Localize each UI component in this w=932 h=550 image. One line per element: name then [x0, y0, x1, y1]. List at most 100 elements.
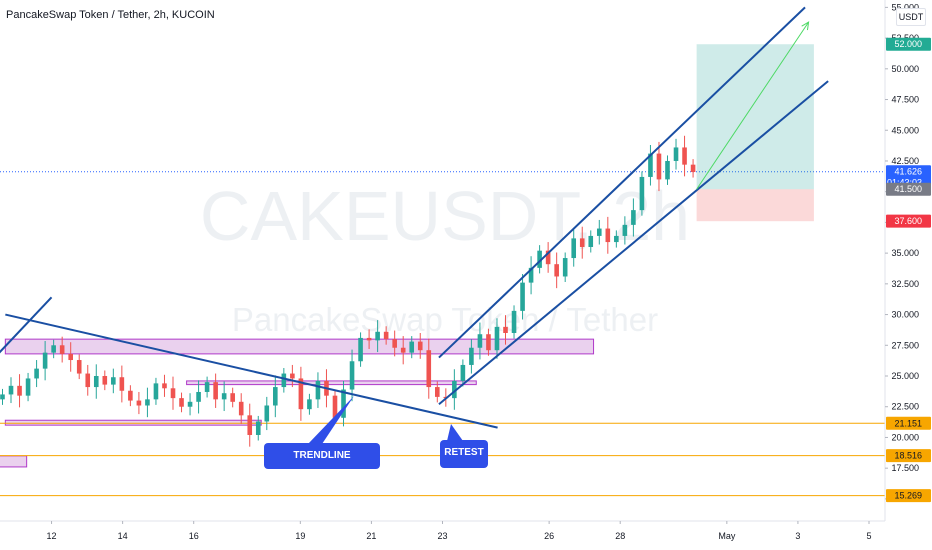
candle-body	[298, 378, 304, 410]
trendline-breakout-label: TRENDLINE BREAKOUT	[264, 443, 380, 487]
stop-zone[interactable]	[696, 189, 814, 222]
candle-body	[128, 390, 133, 401]
candle-body	[187, 401, 193, 407]
price-tag: 18.516	[886, 449, 931, 463]
candle-body	[170, 388, 176, 399]
candle-body	[51, 345, 56, 353]
candle-body	[579, 238, 585, 247]
price-tag: 41.500	[886, 182, 931, 196]
candle-body	[673, 147, 679, 161]
price-tick-label: 22.500	[891, 402, 919, 412]
position-tool[interactable]	[696, 44, 814, 222]
candle-body	[315, 380, 321, 400]
candle-body	[162, 383, 167, 389]
candle-body	[255, 421, 261, 435]
price-tag-bg	[886, 449, 931, 463]
profit-zone[interactable]	[696, 44, 814, 190]
candle-body	[435, 387, 440, 397]
price-tag-bg	[886, 489, 931, 503]
trendline[interactable]	[5, 313, 498, 429]
currency-selector[interactable]: USDT	[896, 8, 926, 26]
candle-body	[366, 337, 372, 341]
watermark-name: PancakeSwap Token / Tether	[232, 301, 658, 338]
candle-body	[273, 387, 278, 406]
supply-demand-zone[interactable]	[0, 455, 28, 468]
time-tick-label: 23	[437, 531, 447, 541]
time-tick-label: 16	[189, 531, 199, 541]
candle-body	[349, 361, 355, 390]
candle-body	[93, 376, 99, 388]
candle-body	[426, 350, 432, 388]
candle-body	[537, 250, 542, 268]
supply-demand-zone[interactable]	[186, 380, 477, 386]
candle-body	[452, 380, 457, 399]
candle-body	[460, 364, 466, 381]
price-tag-bg	[886, 182, 931, 196]
price-tick-label: 25.000	[891, 371, 919, 381]
candle-body	[690, 164, 696, 173]
candle-body	[417, 341, 423, 351]
candle-body	[375, 331, 380, 341]
time-tick-label: 5	[866, 531, 871, 541]
price-tick-label: 35.000	[891, 248, 919, 258]
candle-body	[25, 378, 31, 396]
candle-body	[136, 400, 142, 406]
candle-body	[571, 238, 577, 259]
candle-body	[332, 395, 338, 418]
candle-body	[358, 337, 363, 362]
candle-body	[682, 147, 687, 165]
candle-body	[665, 160, 670, 180]
candle-body	[656, 153, 662, 180]
candle-body	[59, 345, 65, 354]
price-tick-label: 45.000	[891, 125, 919, 135]
candle-body	[622, 224, 628, 236]
candle-body	[76, 360, 82, 374]
projection-arrow[interactable]	[696, 21, 809, 190]
time-tick-label: 26	[544, 531, 554, 541]
candle-body	[588, 235, 594, 247]
candle-body	[477, 334, 483, 348]
candle-body	[409, 341, 415, 353]
candle-body	[631, 210, 636, 225]
price-tick-label: 32.500	[891, 279, 919, 289]
candle-body	[596, 228, 602, 236]
price-tag-label: 21.151	[894, 418, 922, 428]
candle-body	[545, 250, 551, 265]
candle-body	[639, 176, 645, 211]
candle-body	[469, 347, 474, 365]
price-tick-label: 50.000	[891, 64, 919, 74]
time-tick-label: May	[718, 531, 736, 541]
candle-body	[554, 264, 559, 277]
candle-body	[503, 326, 508, 333]
price-tick-label: 17.500	[891, 463, 919, 473]
trendline[interactable]	[0, 296, 53, 361]
candle-body	[102, 376, 108, 385]
trendline[interactable]	[438, 80, 829, 406]
candle-body	[85, 373, 91, 388]
price-tick-label: 55.000	[891, 2, 919, 12]
candle-body	[204, 382, 210, 392]
candle-body	[290, 373, 295, 379]
trendline[interactable]	[438, 6, 806, 359]
retest-label: RETEST	[440, 440, 488, 468]
price-tag-label: 41.626	[894, 167, 922, 177]
time-tick-label: 14	[118, 531, 128, 541]
price-tick-label: 27.500	[891, 340, 919, 350]
price-tag-label: 52.000	[894, 39, 922, 49]
candle-body	[8, 385, 14, 395]
zones-layer	[0, 338, 595, 468]
price-tag: 15.269	[886, 489, 931, 503]
time-tick-label: 12	[47, 531, 57, 541]
candle-body	[520, 282, 525, 311]
price-tag-label: 41.500	[894, 184, 922, 194]
candle-body	[605, 228, 611, 243]
trendlines-layer[interactable]	[0, 6, 829, 429]
price-tick-label: 42.500	[891, 156, 919, 166]
candle-body	[281, 373, 287, 388]
price-tag-bg	[886, 416, 931, 430]
price-tag: 21.151	[886, 416, 931, 430]
candle-body	[494, 326, 500, 351]
candle-body	[230, 393, 235, 402]
supply-demand-zone[interactable]	[4, 419, 262, 426]
